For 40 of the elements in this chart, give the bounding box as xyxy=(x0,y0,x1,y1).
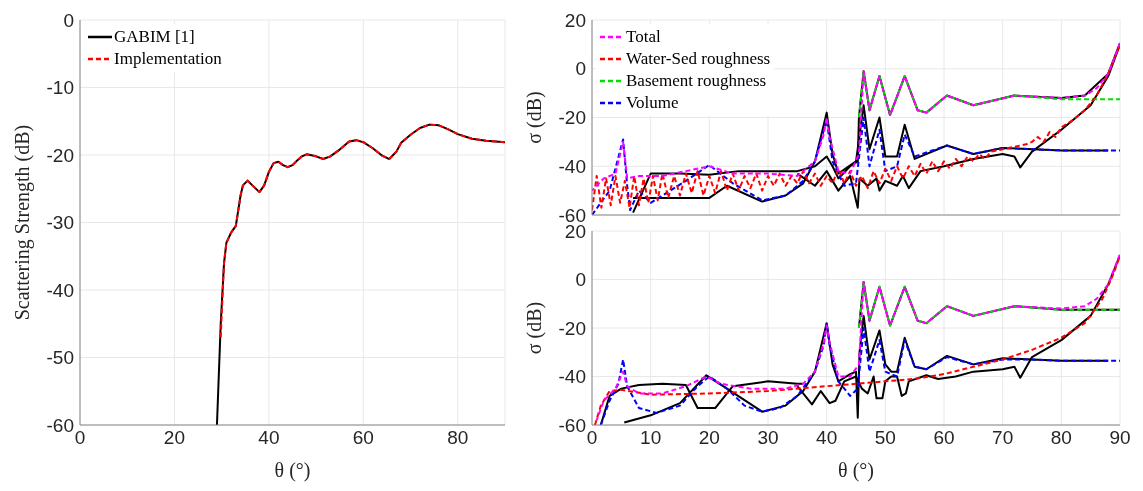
x-axis-title: θ (°) xyxy=(274,459,311,482)
legend-label: Total xyxy=(626,26,661,48)
x-axis-title: θ (°) xyxy=(838,459,874,482)
y-tick-label: -40 xyxy=(558,366,586,388)
legend-label: Volume xyxy=(626,92,679,114)
x-tick-label: 20 xyxy=(698,427,720,449)
y-tick-label: -40 xyxy=(46,279,74,301)
y-tick-label: -40 xyxy=(558,155,586,177)
x-tick-label: 40 xyxy=(258,427,280,449)
y-tick-label: -60 xyxy=(558,204,586,226)
y-axis-title: Scattering Strength (dB) xyxy=(11,124,35,321)
x-tick-label: 10 xyxy=(640,427,662,449)
x-tick-label: 40 xyxy=(816,427,838,449)
y-tick-label: 20 xyxy=(564,9,586,31)
x-tick-label: 70 xyxy=(992,427,1014,449)
x-tick-label: 80 xyxy=(1050,427,1072,449)
x-tick-label: 60 xyxy=(933,427,955,449)
y-tick-label: -60 xyxy=(46,414,74,436)
y-axis-title: σ (dB) xyxy=(523,301,547,355)
legend-label: Implementation xyxy=(114,48,222,70)
y-tick-label: -30 xyxy=(46,212,74,234)
x-tick-label: 50 xyxy=(874,427,896,449)
x-tick-label: 90 xyxy=(1109,427,1131,449)
y-axis-title: σ (dB) xyxy=(523,91,547,144)
y-tick-label: -60 xyxy=(558,414,586,436)
y-tick-label: -20 xyxy=(46,144,74,166)
y-tick-label: -20 xyxy=(558,317,586,339)
x-tick-label: 80 xyxy=(447,427,469,449)
legend-label: Basement roughness xyxy=(626,70,767,92)
legend-label: Water-Sed roughness xyxy=(626,48,771,70)
y-tick-label: 0 xyxy=(575,58,586,80)
legend-label: GABIM [1] xyxy=(114,26,195,48)
y-tick-label: 0 xyxy=(575,269,586,291)
x-tick-label: 60 xyxy=(352,427,374,449)
x-tick-label: 20 xyxy=(163,427,186,449)
y-tick-label: -50 xyxy=(46,347,74,369)
x-tick-label: 30 xyxy=(757,427,779,449)
y-tick-label: -20 xyxy=(558,107,586,129)
y-tick-label: -10 xyxy=(46,77,74,99)
y-tick-label: 0 xyxy=(63,9,74,31)
